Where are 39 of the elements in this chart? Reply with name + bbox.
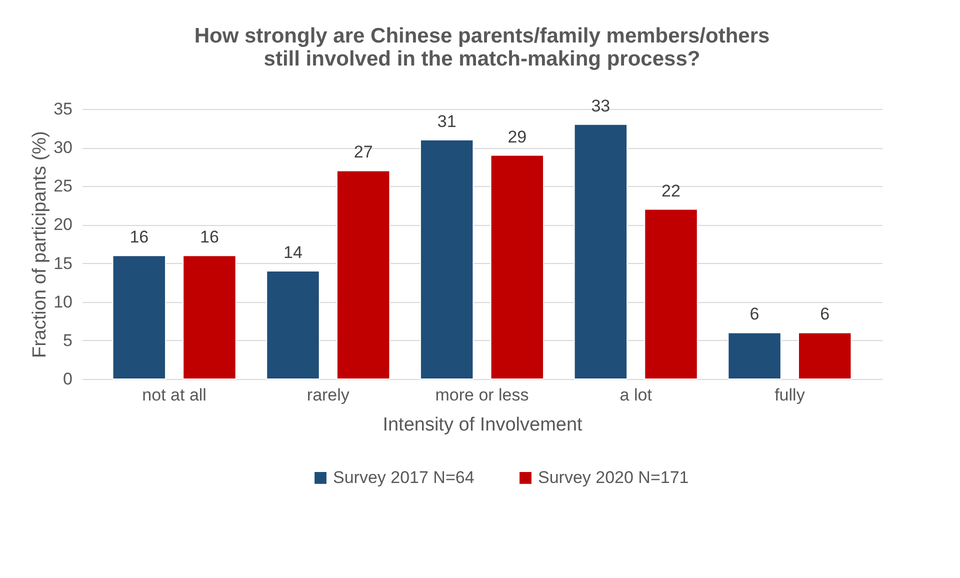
x-tick-label: a lot [620,386,652,404]
data-label: 27 [354,142,373,162]
data-label: 33 [591,96,610,116]
y-tick-label: 0 [63,370,72,388]
data-label: 16 [200,228,219,247]
y-tick-label: 10 [54,292,72,312]
x-tick-label: rarely [306,386,350,404]
y-tick-label: 15 [54,254,72,273]
y-tick-label: 5 [63,330,72,350]
y-tick-label: 20 [54,215,72,234]
bar [112,255,166,380]
bar [574,124,628,380]
x-axis-title: Intensity of Involvement [382,414,584,436]
x-tick-label: more or less [435,386,529,404]
bar [728,332,782,380]
bar [420,139,474,380]
x-tick-label: not at all [142,386,206,404]
data-label: 22 [662,181,680,200]
data-label: 6 [820,304,830,324]
data-label: 29 [508,127,527,146]
legend-label: Survey 2020 N=171 [538,468,689,487]
data-label: 16 [130,228,149,247]
bar [266,270,320,380]
x-tick-label: fully [774,386,806,404]
legend-label: Survey 2017 N=64 [333,468,474,487]
y-tick-label: 35 [54,100,72,118]
y-axis-title: Fraction of participants (%) [30,130,51,358]
y-tick-label: 25 [54,176,72,196]
bar [644,208,698,380]
data-label: 6 [750,304,760,324]
text: still involved in the match-making process? [264,47,700,70]
data-label: 31 [437,112,456,131]
bar [182,255,236,380]
text: How strongly are Chinese parents/family members/others [194,24,770,48]
bar [490,154,544,380]
data-label: 14 [284,243,302,262]
y-tick-label: 30 [54,138,72,158]
bar [336,170,390,380]
bar [798,332,852,380]
